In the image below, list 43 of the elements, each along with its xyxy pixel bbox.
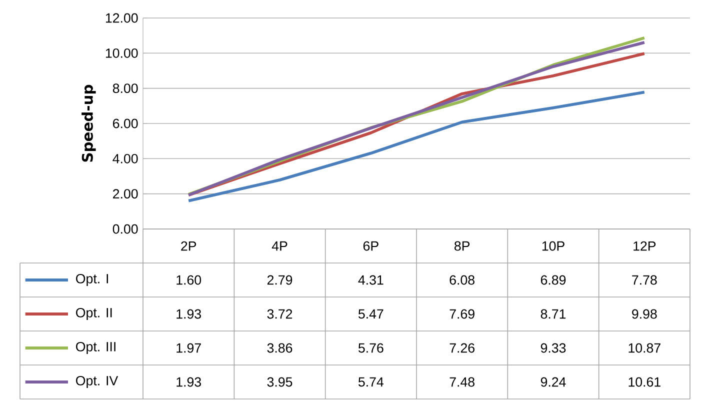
data-label: 9.33 xyxy=(540,343,566,353)
data-label: 9.24 xyxy=(540,377,566,387)
y-tick-label: 4.00 xyxy=(112,154,138,164)
legend-label: Opt. IV xyxy=(76,376,118,388)
data-label: 5.76 xyxy=(358,343,384,353)
data-label: 10.61 xyxy=(628,377,660,387)
data-label: 1.93 xyxy=(176,377,201,387)
y-tick-label: 8.00 xyxy=(112,84,138,94)
data-label: 5.74 xyxy=(358,377,384,387)
legend-label: Opt. II xyxy=(76,308,112,320)
data-label: 7.26 xyxy=(450,343,474,353)
data-label: 6.89 xyxy=(540,275,566,285)
y-tick-label: 6.00 xyxy=(113,118,138,128)
x-tick-label: 10P xyxy=(542,241,564,251)
data-label: 3.95 xyxy=(267,377,292,387)
x-tick-label: 2P xyxy=(181,241,196,251)
data-label: 5.47 xyxy=(358,309,384,319)
y-tick-label: 2.00 xyxy=(113,189,138,199)
x-tick-label: 12P xyxy=(634,241,656,251)
data-label: 1.93 xyxy=(176,309,201,319)
x-tick-label: 4P xyxy=(272,241,288,251)
data-label: 7.48 xyxy=(450,377,474,387)
data-label: 1.97 xyxy=(176,343,201,353)
legend-label: Opt. I xyxy=(76,274,108,286)
data-label: 7.69 xyxy=(450,309,474,319)
data-label: 4.31 xyxy=(358,275,384,285)
data-label: 9.98 xyxy=(632,309,657,319)
y-axis-title: Speed-up xyxy=(82,84,96,162)
data-label: 10.87 xyxy=(628,343,660,353)
y-tick-label: 0.00 xyxy=(112,224,138,234)
x-tick-label: 8P xyxy=(454,241,470,251)
x-tick-label: 6P xyxy=(363,241,378,251)
data-label: 7.78 xyxy=(632,275,657,285)
line-series xyxy=(187,90,646,202)
y-tick-label: 12.00 xyxy=(106,13,138,23)
y-tick-label: 10.00 xyxy=(106,48,138,58)
data-label: 1.60 xyxy=(176,275,202,285)
data-label: 8.71 xyxy=(540,309,566,319)
data-label: 2.79 xyxy=(267,275,292,285)
data-label: 6.08 xyxy=(450,275,474,285)
legend-label: Opt. III xyxy=(76,342,116,354)
data-label: 3.72 xyxy=(267,309,292,319)
data-label: 3.86 xyxy=(267,343,292,353)
